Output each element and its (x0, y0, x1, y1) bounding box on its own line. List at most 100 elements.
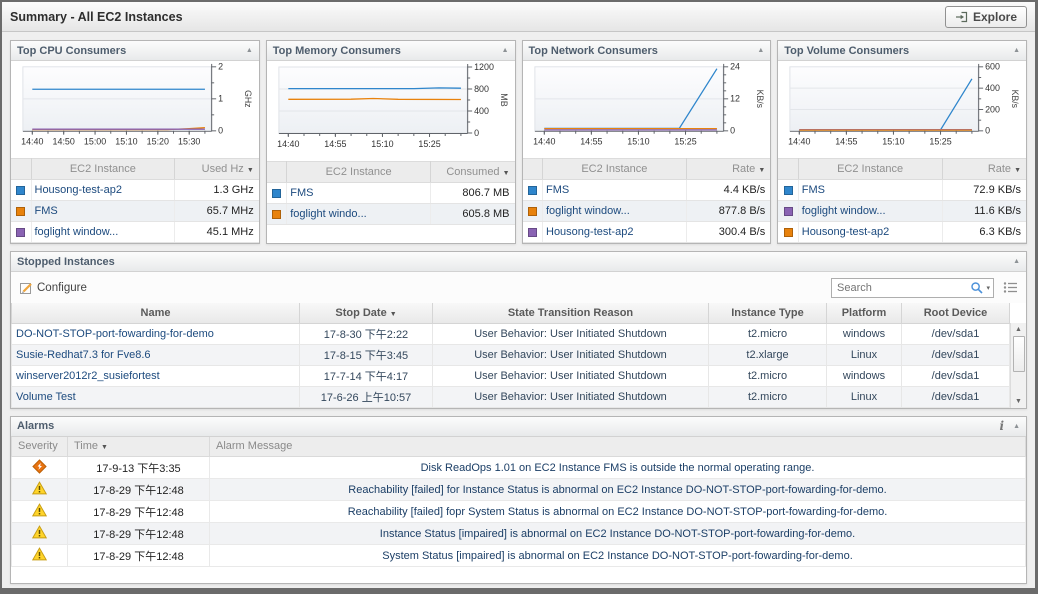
table-customizer-icon[interactable] (1003, 281, 1018, 294)
column-header-stop-date[interactable]: Stop Date ▼ (299, 303, 433, 324)
configure-pencil-icon (20, 282, 32, 294)
root-device: /dev/sda1 (901, 343, 1010, 366)
stopped-instance-row[interactable]: winserver2012r2_susiefortest 17-7-14 下午4:… (11, 364, 1010, 387)
value-column-header[interactable]: Used Hz ▼ (174, 158, 259, 180)
info-icon[interactable]: i (999, 419, 1005, 433)
consumer-row[interactable]: Housong-test-ap2 1.3 GHz (11, 179, 259, 201)
warning-severity-icon (31, 503, 48, 517)
collapse-icon[interactable]: ▲ (1013, 422, 1020, 430)
search-input[interactable] (831, 277, 994, 298)
instance-name-link[interactable]: foglight window... (31, 221, 176, 243)
svg-text:1200: 1200 (474, 62, 494, 72)
column-header-platform[interactable]: Platform (826, 303, 902, 324)
alarm-row[interactable]: 17-8-29 下午12:48 Reachability [failed] for… (11, 478, 1026, 501)
alarm-row[interactable]: 17-8-29 下午12:48 Instance Status [impaired… (11, 522, 1026, 545)
stopped-instance-row[interactable]: Susie-Redhat7.3 for Fve8.6 17-8-15 下午3:45… (11, 343, 1010, 366)
column-header-instance-type[interactable]: Instance Type (708, 303, 827, 324)
stopped-instance-row[interactable]: DO-NOT-STOP-port-fowarding-for-demo 17-8-… (11, 322, 1010, 345)
instance-column-header[interactable]: EC2 Instance (31, 158, 176, 180)
instance-column-header[interactable]: EC2 Instance (798, 158, 943, 180)
severity-cell[interactable] (11, 544, 68, 567)
column-header-time[interactable]: Time ▼ (67, 436, 210, 457)
alarm-message-link[interactable]: Reachability [failed] for Instance Statu… (209, 478, 1026, 501)
column-header-severity[interactable]: Severity (11, 436, 68, 457)
severity-cell[interactable] (11, 500, 68, 523)
series-color-swatch (11, 200, 32, 222)
stopped-instance-row[interactable]: Volume Test 17-6-26 上午10:57 User Behavior:… (11, 385, 1010, 408)
series-color-swatch (522, 179, 543, 201)
svg-text:12: 12 (730, 94, 740, 104)
instance-name-link[interactable]: FMS (798, 179, 943, 201)
instance-name-link[interactable]: Volume Test (11, 385, 300, 408)
search-options-caret-icon[interactable]: ▾ (986, 284, 990, 292)
svg-text:0: 0 (730, 126, 735, 136)
severity-cell[interactable] (11, 456, 68, 479)
column-header-alarm-message[interactable]: Alarm Message (209, 436, 1026, 457)
consumer-row[interactable]: foglight window... 45.1 MHz (11, 221, 259, 243)
consumer-row[interactable]: FMS 72.9 KB/s (778, 179, 1026, 201)
instance-type: t2.micro (708, 364, 827, 387)
collapse-icon[interactable]: ▲ (1013, 47, 1020, 54)
instance-column-header[interactable]: EC2 Instance (286, 161, 431, 183)
collapse-icon[interactable]: ▲ (245, 47, 253, 54)
alarm-message-link[interactable]: Instance Status [impaired] is abnormal o… (209, 522, 1026, 545)
consumer-row[interactable]: foglight window... 877.8 B/s (522, 200, 771, 222)
svg-text:KB/s: KB/s (754, 90, 764, 109)
scroll-down-icon[interactable]: ▼ (1015, 397, 1022, 405)
instance-name-link[interactable]: Housong-test-ap2 (798, 221, 943, 243)
configure-button[interactable]: Configure (19, 281, 87, 295)
instance-name-link[interactable]: Susie-Redhat7.3 for Fve8.6 (11, 343, 300, 366)
alarm-message-link[interactable]: Disk ReadOps 1.01 on EC2 Instance FMS is… (209, 456, 1026, 479)
svg-text:0: 0 (218, 126, 223, 136)
alarm-row[interactable]: 17-9-13 下午3:35 Disk ReadOps 1.01 on EC2 I… (11, 456, 1026, 479)
consumer-row[interactable]: foglight window... 11.6 KB/s (778, 200, 1026, 222)
svg-text:15:25: 15:25 (674, 137, 696, 147)
instance-name-link[interactable]: DO-NOT-STOP-port-fowarding-for-demo (11, 322, 300, 345)
consumer-row[interactable]: Housong-test-ap2 300.4 B/s (522, 221, 771, 243)
instance-name-link[interactable]: FMS (286, 182, 431, 204)
consumer-row[interactable]: FMS 4.4 KB/s (522, 179, 771, 201)
instance-name-link[interactable]: foglight window... (798, 200, 943, 222)
collapse-icon[interactable]: ▲ (1013, 258, 1020, 265)
alarm-row[interactable]: 17-8-29 下午12:48 System Status [impaired] … (11, 544, 1026, 567)
severity-cell[interactable] (11, 522, 68, 545)
column-header-name[interactable]: Name (11, 303, 300, 324)
instance-name-link[interactable]: foglight window... (542, 200, 687, 222)
consumer-row[interactable]: Housong-test-ap2 6.3 KB/s (778, 221, 1026, 243)
explore-button[interactable]: Explore (944, 5, 1027, 28)
instance-name-link[interactable]: FMS (31, 200, 176, 222)
instance-name-link[interactable]: Housong-test-ap2 (31, 179, 176, 201)
column-header-root-device[interactable]: Root Device (901, 303, 1010, 324)
instance-name-link[interactable]: foglight windo... (286, 203, 431, 225)
instance-name-link[interactable]: winserver2012r2_susiefortest (11, 364, 300, 387)
collapse-icon[interactable]: ▲ (757, 47, 765, 54)
swatch-column-header (266, 161, 288, 183)
alarm-message-link[interactable]: Reachability [failed] fopr System Status… (209, 500, 1026, 523)
volume-consumers-table: EC2 Instance Rate ▼ FMS 72.9 KB/s foglight … (778, 158, 1026, 243)
value-column-header[interactable]: Rate ▼ (942, 158, 1026, 180)
instance-column-header[interactable]: EC2 Instance (542, 158, 687, 180)
search-icon[interactable] (970, 281, 984, 295)
instance-name-link[interactable]: Housong-test-ap2 (542, 221, 687, 243)
svg-text:800: 800 (474, 84, 489, 94)
instance-name-link[interactable]: FMS (542, 179, 687, 201)
memory-consumers-table: EC2 Instance Consumed ▼ FMS 806.7 MB foglig… (266, 161, 515, 225)
consumer-row[interactable]: foglight windo... 605.8 MB (266, 203, 515, 225)
scrollbar-thumb[interactable] (1012, 336, 1025, 372)
column-header-state-transition-reason[interactable]: State Transition Reason (432, 303, 709, 324)
cpu-consumers-table: EC2 Instance Used Hz ▼ Housong-test-ap2 1.… (11, 158, 259, 243)
series-color-swatch (778, 221, 799, 243)
alarm-message-link[interactable]: System Status [impaired] is abnormal on … (209, 544, 1026, 567)
alarm-row[interactable]: 17-8-29 下午12:48 Reachability [failed] fop… (11, 500, 1026, 523)
metric-value: 4.4 KB/s (686, 179, 771, 201)
svg-text:1: 1 (218, 94, 223, 104)
scroll-up-icon[interactable]: ▲ (1015, 326, 1022, 333)
value-column-header[interactable]: Rate ▼ (686, 158, 771, 180)
severity-cell[interactable] (11, 478, 68, 501)
collapse-icon[interactable]: ▲ (501, 47, 509, 54)
consumer-row[interactable]: FMS 806.7 MB (266, 182, 515, 204)
sort-desc-icon: ▼ (389, 310, 397, 318)
consumer-row[interactable]: FMS 65.7 MHz (11, 200, 259, 222)
vertical-scrollbar[interactable]: ▲ ▼ (1010, 323, 1026, 408)
value-column-header[interactable]: Consumed ▼ (430, 161, 515, 183)
